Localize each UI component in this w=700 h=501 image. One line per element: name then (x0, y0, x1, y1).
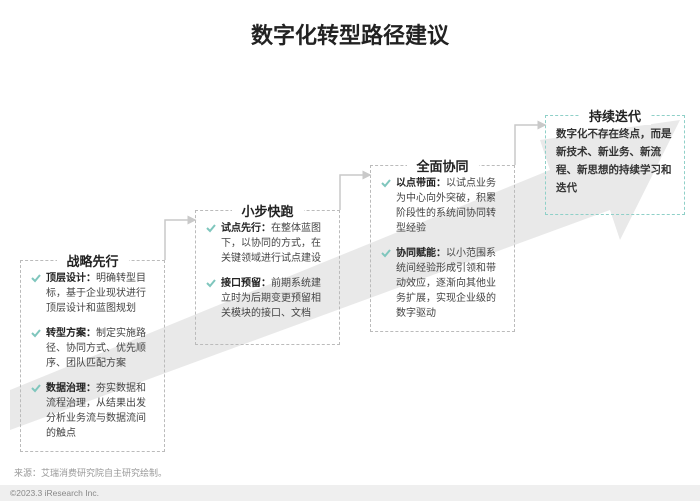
check-icon (31, 383, 41, 393)
check-icon (31, 273, 41, 283)
item-text: 顶层设计：明确转型目标，基于企业现状进行顶层设计和蓝图规划 (46, 271, 154, 316)
list-item: 转型方案：制定实施路径、协同方式、优先顺序、团队匹配方案 (31, 326, 154, 371)
source-note: 来源：艾瑞消费研究院自主研究绘制。 (14, 466, 167, 479)
item-text: 以点带面：以试点业务为中心向外突破，积累阶段性的系统间协同转型经验 (396, 176, 504, 236)
stage-box-3: 全面协同 以点带面：以试点业务为中心向外突破，积累阶段性的系统间协同转型经验 协… (370, 165, 515, 332)
check-icon (31, 328, 41, 338)
stage-box-1: 战略先行 顶层设计：明确转型目标，基于企业现状进行顶层设计和蓝图规划 转型方案：… (20, 260, 165, 452)
box-header: 持续迭代 (579, 106, 651, 125)
check-icon (206, 278, 216, 288)
list-item: 顶层设计：明确转型目标，基于企业现状进行顶层设计和蓝图规划 (31, 271, 154, 316)
list-item: 试点先行：在整体蓝图下，以协同的方式，在关键领域进行试点建设 (206, 221, 329, 266)
item-text: 数据治理：夯实数据和流程治理，从结果出发分析业务流与数据流间的触点 (46, 381, 154, 441)
item-text: 协同赋能：以小范围系统间经验形成引领和带动效应，逐渐向其他业务扩展，实现企业级的… (396, 246, 504, 321)
final-text: 数字化不存在终点，而是新技术、新业务、新流程、新思想的持续学习和迭代 (556, 126, 674, 197)
check-icon (206, 223, 216, 233)
stage-box-4: 持续迭代 数字化不存在终点，而是新技术、新业务、新流程、新思想的持续学习和迭代 (545, 115, 685, 215)
check-icon (381, 178, 391, 188)
page-title: 数字化转型路径建议 (0, 0, 700, 60)
item-text: 转型方案：制定实施路径、协同方式、优先顺序、团队匹配方案 (46, 326, 154, 371)
list-item: 以点带面：以试点业务为中心向外突破，积累阶段性的系统间协同转型经验 (381, 176, 504, 236)
list-item: 数据治理：夯实数据和流程治理，从结果出发分析业务流与数据流间的触点 (31, 381, 154, 441)
item-text: 试点先行：在整体蓝图下，以协同的方式，在关键领域进行试点建设 (221, 221, 329, 266)
list-item: 接口预留：前期系统建立时为后期变更预留相关模块的接口、文档 (206, 276, 329, 321)
stage-box-2: 小步快跑 试点先行：在整体蓝图下，以协同的方式，在关键领域进行试点建设 接口预留… (195, 210, 340, 345)
item-text: 接口预留：前期系统建立时为后期变更预留相关模块的接口、文档 (221, 276, 329, 321)
diagram-stage: 战略先行 顶层设计：明确转型目标，基于企业现状进行顶层设计和蓝图规划 转型方案：… (0, 60, 700, 460)
box-header: 小步快跑 (231, 201, 303, 220)
list-item: 协同赋能：以小范围系统间经验形成引领和带动效应，逐渐向其他业务扩展，实现企业级的… (381, 246, 504, 321)
box-header: 战略先行 (56, 251, 128, 270)
check-icon (381, 248, 391, 258)
footer-copyright: ©2023.3 iResearch Inc. (0, 485, 700, 501)
box-header: 全面协同 (406, 156, 478, 175)
